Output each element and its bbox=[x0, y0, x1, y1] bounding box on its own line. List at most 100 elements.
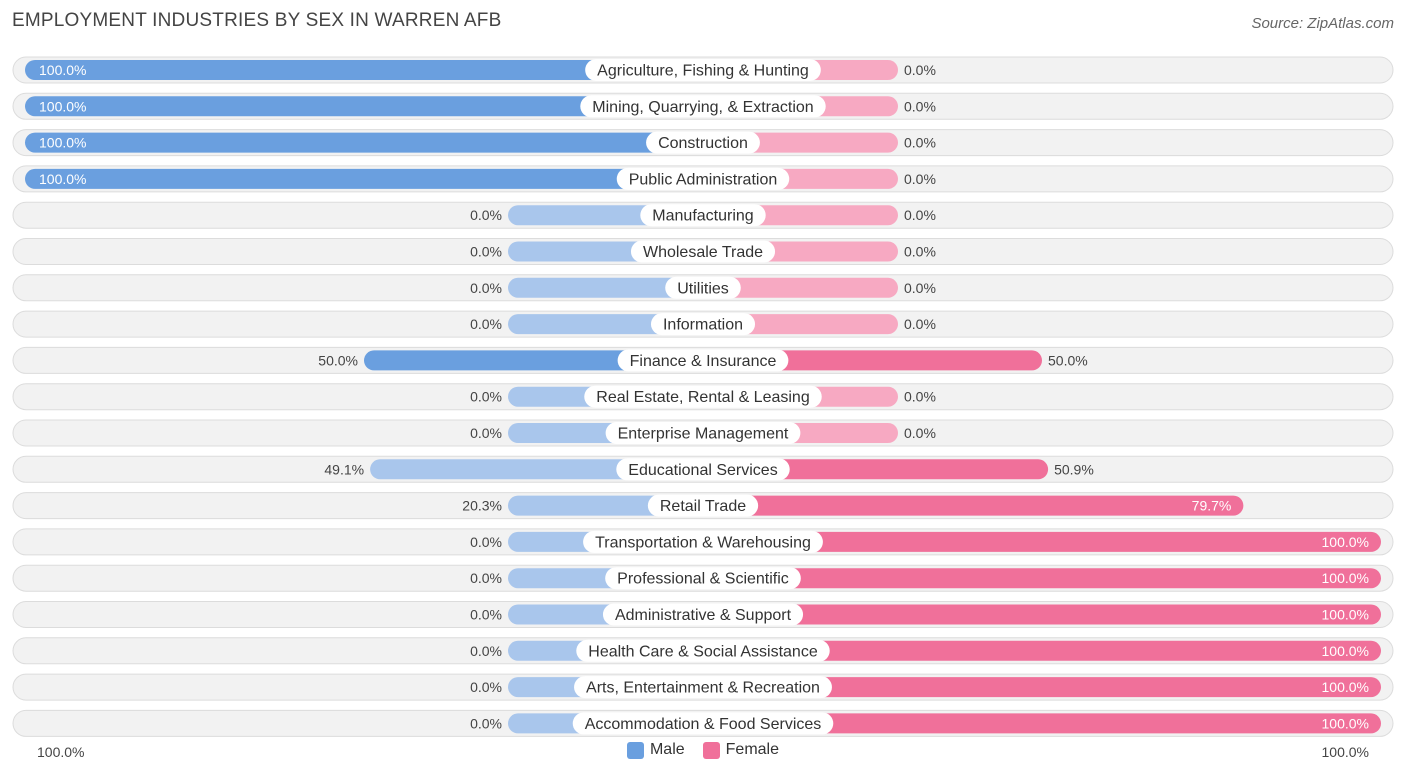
chart-title: EMPLOYMENT INDUSTRIES BY SEX IN WARREN A… bbox=[12, 10, 502, 31]
bar-row: Wholesale Trade 0.0% 0.0% bbox=[12, 238, 1394, 265]
female-value-label: 100.0% bbox=[1322, 715, 1369, 731]
category-label: Utilities bbox=[677, 280, 729, 297]
category-label: Retail Trade bbox=[660, 498, 746, 515]
female-value-label: 50.9% bbox=[1054, 461, 1094, 477]
male-bar bbox=[508, 277, 703, 298]
male-value-label: 0.0% bbox=[470, 607, 502, 623]
male-bar bbox=[25, 96, 703, 117]
female-value-label: 0.0% bbox=[904, 389, 936, 405]
bar-row: Health Care & Social Assistance 0.0% 100.0… bbox=[12, 637, 1394, 665]
category-pill bbox=[580, 95, 826, 118]
female-value-label: 0.0% bbox=[904, 171, 936, 187]
category-pill bbox=[576, 639, 830, 662]
bar-row: Information 0.0% 0.0% bbox=[12, 310, 1394, 338]
category-pill bbox=[583, 530, 823, 553]
female-value-label: 79.7% bbox=[1192, 498, 1232, 514]
male-value-label: 100.0% bbox=[39, 135, 86, 151]
category-pill bbox=[665, 276, 741, 299]
male-value-label: 0.0% bbox=[470, 425, 502, 441]
bar-row: Utilities 0.0% 0.0% bbox=[12, 274, 1394, 302]
category-pill bbox=[616, 458, 790, 481]
female-value-label: 100.0% bbox=[1322, 534, 1369, 550]
male-value-label: 0.0% bbox=[470, 715, 502, 731]
category-pill bbox=[650, 313, 756, 336]
legend-item-female: Female bbox=[702, 741, 780, 759]
chart-canvas: Agriculture, Fishing & Hunting 100.0% 0.0%… bbox=[12, 56, 1394, 737]
female-bar bbox=[703, 568, 1381, 589]
male-bar bbox=[25, 60, 703, 80]
bar-row: Manufacturing 0.0% 0.0% bbox=[12, 201, 1394, 229]
bar-row: Administrative & Support 0.0% 100.0% bbox=[12, 601, 1394, 628]
category-label: Transportation & Warehousing bbox=[595, 534, 811, 551]
legend-swatch-female bbox=[702, 741, 720, 759]
male-value-label: 0.0% bbox=[470, 679, 502, 695]
female-bar bbox=[703, 531, 1381, 552]
female-value-label: 0.0% bbox=[904, 316, 936, 332]
category-pill bbox=[574, 676, 832, 699]
female-value-label: 0.0% bbox=[904, 207, 936, 223]
male-value-label: 0.0% bbox=[470, 280, 502, 296]
category-pill bbox=[617, 349, 789, 372]
category-label: Construction bbox=[658, 135, 748, 152]
bar-row: Real Estate, Rental & Leasing 0.0% 0.0% bbox=[12, 383, 1394, 411]
category-label: Information bbox=[663, 317, 743, 334]
category-label: Educational Services bbox=[628, 462, 777, 479]
bar-row: Enterprise Management 0.0% 0.0% bbox=[12, 419, 1394, 447]
female-bar bbox=[703, 495, 1244, 516]
category-pill bbox=[646, 131, 760, 154]
source-note: Source: ZipAtlas.com bbox=[1251, 15, 1394, 32]
bar-row: Construction 100.0% 0.0% bbox=[12, 129, 1394, 157]
bar-row: Public Administration 100.0% 0.0% bbox=[12, 165, 1394, 193]
axis-left-label: 100.0% bbox=[37, 744, 85, 760]
male-value-label: 100.0% bbox=[39, 171, 86, 187]
category-label: Agriculture, Fishing & Hunting bbox=[597, 63, 809, 80]
category-pill bbox=[585, 59, 821, 81]
female-value-label: 0.0% bbox=[904, 135, 936, 151]
female-bar bbox=[703, 640, 1381, 661]
female-bar bbox=[703, 350, 1042, 371]
male-value-label: 0.0% bbox=[470, 244, 502, 260]
bar-row: Mining, Quarrying, & Extraction 100.0% 0.0… bbox=[12, 92, 1394, 120]
legend-label-female: Female bbox=[725, 741, 780, 758]
male-bar bbox=[25, 132, 703, 153]
category-pill bbox=[640, 204, 766, 227]
category-label: Professional & Scientific bbox=[617, 571, 789, 588]
female-bar bbox=[703, 459, 1049, 480]
category-pill bbox=[616, 167, 790, 190]
category-pill bbox=[647, 494, 759, 517]
female-value-label: 0.0% bbox=[904, 98, 936, 114]
category-pill bbox=[605, 422, 801, 444]
male-value-label: 20.3% bbox=[462, 498, 502, 514]
female-bar bbox=[703, 604, 1381, 625]
bar-row: Accommodation & Food Services 0.0% 100.0% bbox=[12, 709, 1394, 737]
category-label: Finance & Insurance bbox=[630, 353, 777, 370]
male-value-label: 0.0% bbox=[470, 570, 502, 586]
category-label: Wholesale Trade bbox=[643, 244, 763, 261]
female-value-label: 100.0% bbox=[1322, 679, 1369, 695]
male-value-label: 100.0% bbox=[39, 98, 86, 114]
female-value-label: 0.0% bbox=[904, 62, 936, 78]
female-value-label: 100.0% bbox=[1322, 570, 1369, 586]
category-label: Public Administration bbox=[629, 171, 778, 188]
female-value-label: 50.0% bbox=[1048, 352, 1088, 368]
category-pill bbox=[584, 385, 822, 408]
bar-row: Finance & Insurance 50.0% 50.0% bbox=[12, 346, 1394, 374]
category-label: Health Care & Social Assistance bbox=[588, 643, 818, 660]
bar-row: Professional & Scientific 0.0% 100.0% bbox=[12, 564, 1394, 592]
category-label: Arts, Entertainment & Recreation bbox=[586, 680, 820, 697]
male-value-label: 0.0% bbox=[470, 316, 502, 332]
male-value-label: 0.0% bbox=[470, 534, 502, 550]
female-value-label: 0.0% bbox=[904, 280, 936, 296]
category-label: Mining, Quarrying, & Extraction bbox=[592, 99, 813, 116]
female-value-label: 100.0% bbox=[1322, 607, 1369, 623]
category-label: Real Estate, Rental & Leasing bbox=[596, 389, 809, 406]
axis-right-label: 100.0% bbox=[1321, 744, 1369, 760]
female-bar bbox=[703, 713, 1381, 734]
category-pill bbox=[602, 603, 804, 626]
legend-swatch-male bbox=[626, 741, 644, 759]
female-bar bbox=[703, 277, 898, 298]
category-pill bbox=[630, 240, 776, 263]
category-pill bbox=[605, 567, 801, 590]
category-label: Enterprise Management bbox=[618, 426, 789, 443]
male-value-label: 0.0% bbox=[470, 643, 502, 659]
